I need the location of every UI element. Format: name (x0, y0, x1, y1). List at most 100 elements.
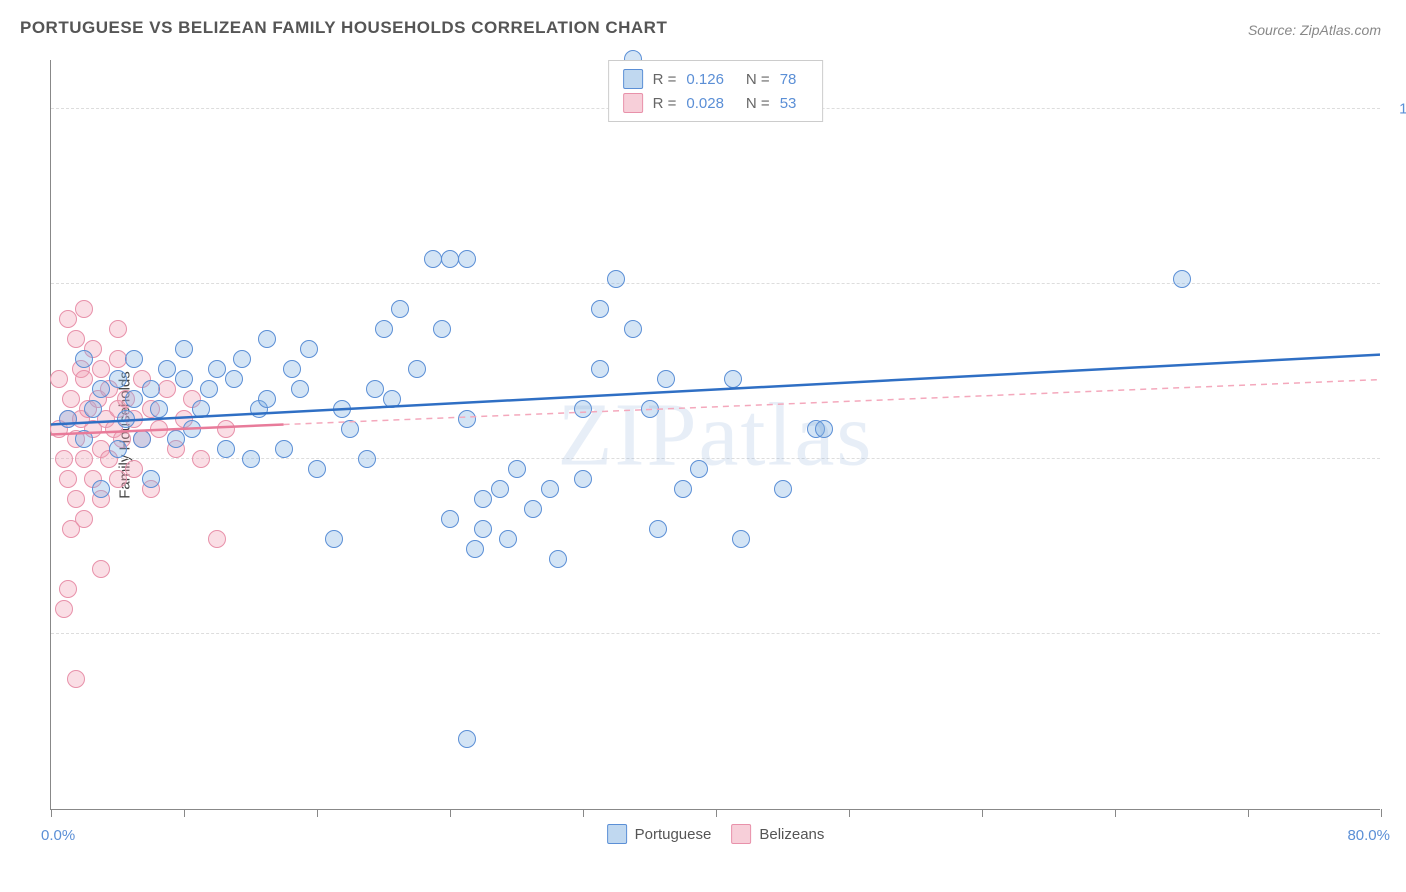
scatter-point-portuguese (175, 370, 193, 388)
gridline (51, 633, 1380, 634)
x-tick (51, 809, 52, 817)
scatter-point-portuguese (774, 480, 792, 498)
scatter-point-portuguese (433, 320, 451, 338)
n-value: 53 (780, 95, 797, 112)
y-grid-label: 100.0% (1399, 101, 1406, 118)
x-tick (450, 809, 451, 817)
scatter-point-portuguese (125, 350, 143, 368)
trend-line-belizeans-dashed (284, 380, 1380, 425)
scatter-point-portuguese (84, 400, 102, 418)
scatter-point-portuguese (242, 450, 260, 468)
x-axis-max-label: 80.0% (1347, 827, 1390, 844)
legend-label: Portuguese (635, 826, 712, 843)
scatter-point-belizeans (50, 370, 68, 388)
scatter-point-portuguese (458, 250, 476, 268)
scatter-point-portuguese (225, 370, 243, 388)
scatter-point-belizeans (59, 580, 77, 598)
scatter-point-portuguese (233, 350, 251, 368)
legend-label: Belizeans (759, 826, 824, 843)
scatter-point-portuguese (607, 270, 625, 288)
x-axis-min-label: 0.0% (41, 827, 75, 844)
scatter-point-portuguese (591, 300, 609, 318)
trend-lines (51, 60, 1380, 809)
chart-title: PORTUGUESE VS BELIZEAN FAMILY HOUSEHOLDS… (20, 18, 667, 38)
scatter-point-belizeans (217, 420, 235, 438)
x-tick (1115, 809, 1116, 817)
scatter-point-belizeans (75, 370, 93, 388)
x-tick (849, 809, 850, 817)
r-label: R = (653, 95, 677, 112)
scatter-point-portuguese (458, 410, 476, 428)
scatter-point-portuguese (541, 480, 559, 498)
n-value: 78 (780, 71, 797, 88)
n-label: N = (746, 71, 770, 88)
scatter-point-portuguese (150, 400, 168, 418)
scatter-point-portuguese (59, 410, 77, 428)
scatter-point-portuguese (424, 250, 442, 268)
legend-series: Portuguese Belizeans (607, 824, 825, 844)
scatter-point-belizeans (109, 350, 127, 368)
scatter-point-portuguese (167, 430, 185, 448)
scatter-point-portuguese (258, 390, 276, 408)
scatter-point-belizeans (192, 450, 210, 468)
scatter-point-portuguese (183, 420, 201, 438)
scatter-point-portuguese (441, 250, 459, 268)
scatter-point-portuguese (200, 380, 218, 398)
x-tick (317, 809, 318, 817)
scatter-point-portuguese (308, 460, 326, 478)
scatter-point-portuguese (117, 410, 135, 428)
scatter-point-belizeans (92, 360, 110, 378)
scatter-point-belizeans (59, 310, 77, 328)
scatter-point-portuguese (217, 440, 235, 458)
scatter-point-portuguese (92, 380, 110, 398)
scatter-point-portuguese (75, 430, 93, 448)
scatter-point-portuguese (524, 500, 542, 518)
scatter-point-portuguese (358, 450, 376, 468)
scatter-point-portuguese (724, 370, 742, 388)
scatter-point-belizeans (109, 470, 127, 488)
scatter-point-portuguese (574, 470, 592, 488)
scatter-point-portuguese (474, 520, 492, 538)
scatter-point-portuguese (341, 420, 359, 438)
scatter-point-portuguese (325, 530, 343, 548)
scatter-point-portuguese (690, 460, 708, 478)
scatter-point-portuguese (366, 380, 384, 398)
r-label: R = (653, 71, 677, 88)
scatter-point-portuguese (591, 360, 609, 378)
scatter-point-portuguese (275, 440, 293, 458)
scatter-point-belizeans (125, 460, 143, 478)
scatter-point-belizeans (75, 510, 93, 528)
swatch-pink-icon (623, 93, 643, 113)
scatter-point-portuguese (375, 320, 393, 338)
legend-item-belizeans: Belizeans (731, 824, 824, 844)
scatter-point-portuguese (142, 380, 160, 398)
scatter-point-portuguese (674, 480, 692, 498)
scatter-point-portuguese (732, 530, 750, 548)
scatter-point-belizeans (158, 380, 176, 398)
scatter-point-portuguese (283, 360, 301, 378)
x-tick (1248, 809, 1249, 817)
scatter-point-belizeans (67, 330, 85, 348)
scatter-point-portuguese (109, 370, 127, 388)
scatter-point-portuguese (125, 390, 143, 408)
swatch-blue-icon (607, 824, 627, 844)
legend-item-portuguese: Portuguese (607, 824, 712, 844)
scatter-point-portuguese (92, 480, 110, 498)
scatter-point-portuguese (474, 490, 492, 508)
scatter-point-portuguese (441, 510, 459, 528)
scatter-point-belizeans (92, 560, 110, 578)
scatter-point-belizeans (55, 600, 73, 618)
scatter-point-portuguese (192, 400, 210, 418)
x-tick (1381, 809, 1382, 817)
scatter-point-portuguese (383, 390, 401, 408)
x-tick (184, 809, 185, 817)
scatter-point-portuguese (133, 430, 151, 448)
scatter-point-portuguese (491, 480, 509, 498)
r-value: 0.126 (686, 71, 724, 88)
x-tick (716, 809, 717, 817)
scatter-point-belizeans (150, 420, 168, 438)
scatter-point-portuguese (408, 360, 426, 378)
n-label: N = (746, 95, 770, 112)
scatter-point-portuguese (499, 530, 517, 548)
swatch-pink-icon (731, 824, 751, 844)
